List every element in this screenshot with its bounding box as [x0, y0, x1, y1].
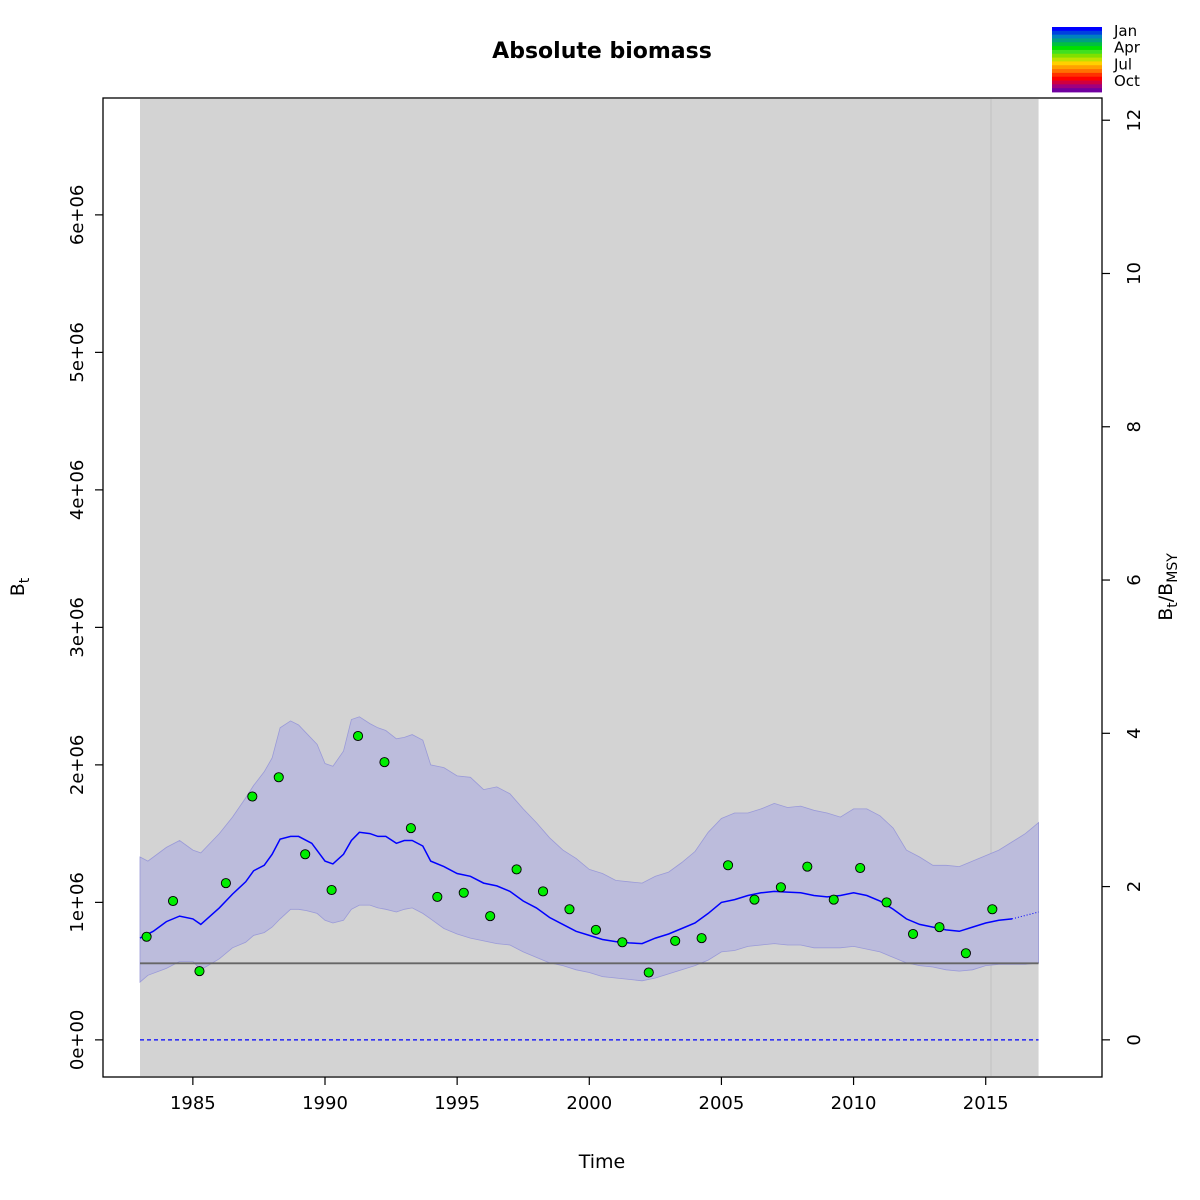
observation-point — [775, 882, 786, 893]
observation-point — [855, 862, 866, 874]
observation-point — [194, 966, 205, 977]
observation-point — [987, 904, 998, 915]
observation-point — [960, 948, 971, 959]
y-axis-label-sub: t — [17, 577, 33, 583]
observation-point — [458, 887, 469, 898]
y2-axis-label-sub1: t — [1165, 602, 1181, 608]
observation-point — [802, 861, 813, 872]
x-tick-label: 2015 — [963, 1093, 1009, 1114]
legend-swatch — [1052, 69, 1102, 74]
legend-swatch — [1052, 34, 1102, 39]
y2-tick-label: 4 — [1124, 728, 1145, 739]
legend-swatch — [1052, 88, 1102, 93]
y2-tick-label: 10 — [1124, 262, 1145, 285]
y2-axis-label-b2: B — [1155, 583, 1177, 596]
x-tick-label: 1985 — [170, 1093, 216, 1114]
y-axis: 0e+00 1e+06 2e+06 3e+06 4e+06 5e+06 6e+06 — [67, 185, 103, 1071]
y2-tick-label: 6 — [1124, 574, 1145, 585]
legend-swatch — [1052, 76, 1102, 81]
legend-swatch — [1052, 61, 1102, 66]
legend-swatch — [1052, 53, 1102, 58]
observation-point — [432, 891, 443, 902]
observation-point — [247, 791, 258, 802]
observation-point — [141, 931, 152, 942]
legend-label: Jul — [1113, 55, 1132, 73]
y-axis-label-base: B — [7, 583, 29, 596]
legend-swatch — [1052, 38, 1102, 43]
observation-point — [696, 933, 707, 944]
legend-label: Apr — [1114, 39, 1141, 57]
y2-axis-label-b1: B — [1155, 608, 1177, 621]
observation-point — [670, 935, 681, 946]
observation-point — [617, 937, 628, 948]
y2-axis-label-sep: / — [1155, 595, 1177, 602]
plot-area — [139, 99, 1039, 1076]
x-tick-label: 1995 — [434, 1093, 480, 1114]
x-axis-label: Time — [578, 1151, 626, 1173]
observation-point — [220, 878, 231, 889]
y2-tick-label: 8 — [1124, 421, 1145, 432]
observation-point — [907, 928, 919, 940]
legend-swatch — [1052, 72, 1102, 78]
y-tick-label: 1e+06 — [67, 872, 88, 933]
observation-point — [511, 864, 522, 875]
legend-label: Jan — [1113, 22, 1137, 40]
y-tick-label: 0e+00 — [67, 1010, 88, 1071]
observation-point — [564, 904, 575, 915]
legend-swatch — [1052, 30, 1102, 36]
observation-point — [379, 757, 390, 768]
y-tick-label: 2e+06 — [67, 735, 88, 796]
observation-point — [881, 897, 892, 908]
y-axis-label: Bt — [7, 577, 33, 596]
legend-swatch — [1052, 57, 1102, 62]
observation-point — [485, 911, 496, 922]
legend-swatch — [1052, 46, 1102, 51]
y-tick-label: 5e+06 — [67, 322, 88, 383]
y-tick-label: 4e+06 — [67, 460, 88, 521]
legend-label: Oct — [1114, 72, 1140, 90]
observation-point — [167, 895, 179, 907]
y2-tick-label: 0 — [1124, 1034, 1145, 1045]
x-tick-label: 2010 — [831, 1093, 877, 1114]
legend-swatch — [1052, 80, 1102, 85]
legend-swatch — [1052, 65, 1102, 70]
observation-point — [590, 924, 601, 935]
legend-swatch — [1052, 27, 1102, 32]
x-tick-label: 2000 — [566, 1093, 612, 1114]
observation-point — [722, 860, 734, 871]
x-tick-label: 2005 — [699, 1093, 745, 1114]
observation-point — [273, 772, 284, 783]
biomass-line — [139, 831, 1013, 945]
observation-point — [828, 894, 839, 905]
legend-swatch — [1052, 84, 1102, 89]
y2-tick-label: 12 — [1124, 109, 1145, 132]
observation-point — [326, 884, 337, 896]
observation-point — [934, 922, 945, 933]
x-tick-label: 1990 — [302, 1093, 348, 1114]
x-axis: 1985 1990 1995 2000 2005 2010 2015 — [170, 1077, 1009, 1114]
observation-point — [643, 967, 654, 978]
observation-point — [405, 823, 416, 834]
y2-axis-label: Bt/BMSY — [1155, 553, 1181, 621]
y-tick-label: 6e+06 — [67, 185, 88, 246]
observation-point — [300, 849, 311, 860]
chart-title: Absolute biomass — [492, 39, 712, 64]
plot-frame — [102, 97, 1103, 1078]
y-tick-label: 3e+06 — [67, 597, 88, 658]
y2-axis: 0 2 4 6 8 10 12 — [1102, 109, 1145, 1046]
ci-band — [139, 716, 1039, 983]
legend-swatch — [1052, 42, 1102, 47]
observation-point — [352, 730, 364, 742]
observation-point — [537, 886, 549, 897]
y2-tick-label: 2 — [1124, 881, 1145, 892]
y2-axis-label-sub2: MSY — [1165, 553, 1181, 583]
legend-swatch — [1052, 49, 1102, 55]
observation-point — [749, 894, 760, 905]
